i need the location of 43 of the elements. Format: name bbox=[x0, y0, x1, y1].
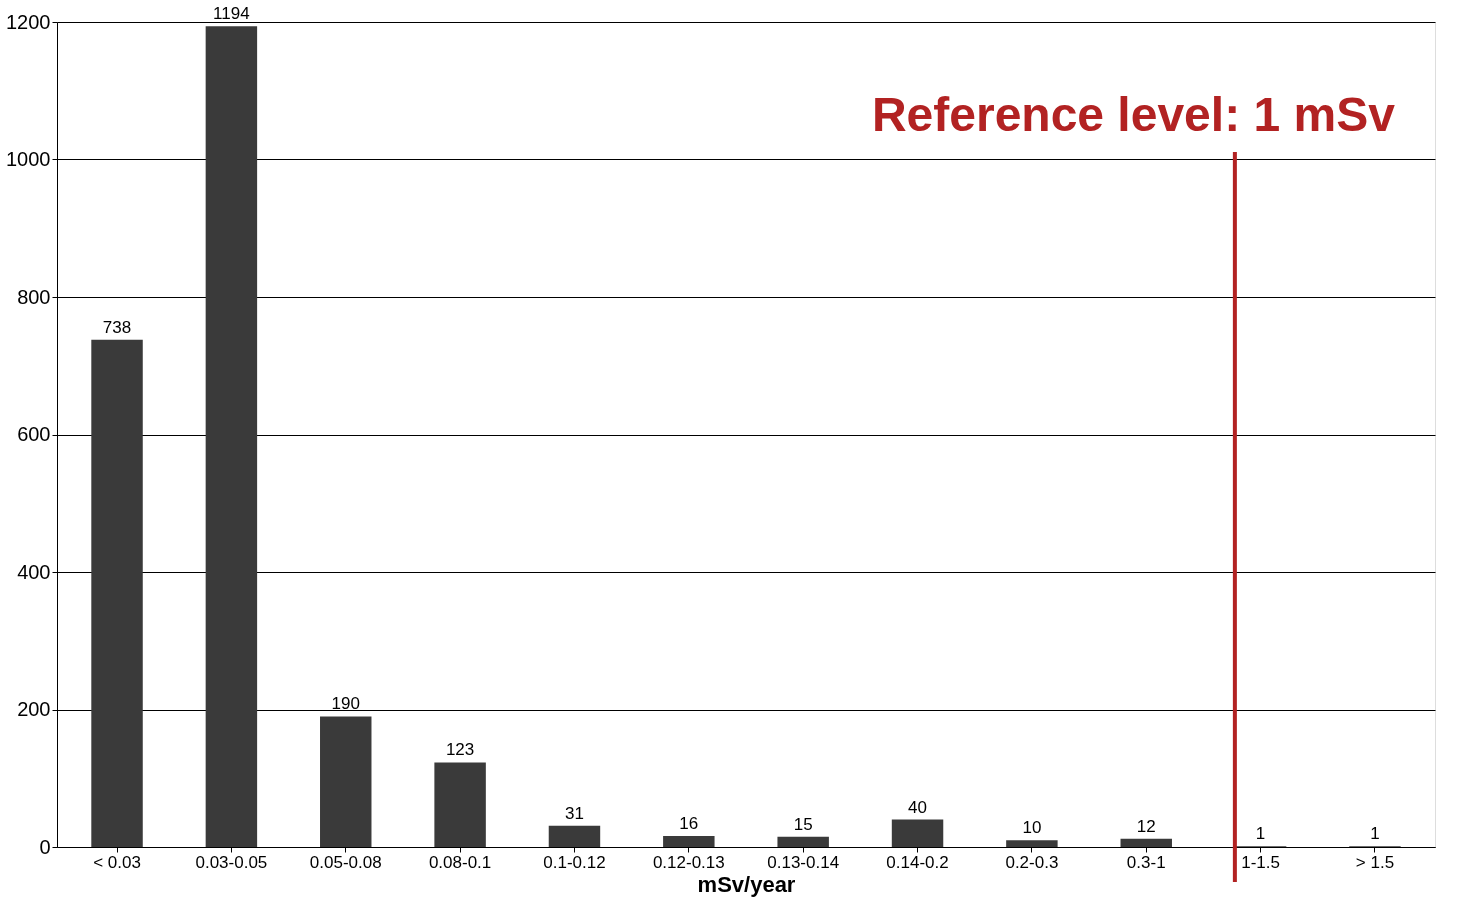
data-label: 123 bbox=[445, 740, 475, 760]
data-label: 1 bbox=[1370, 824, 1380, 844]
x-tick-label: 0.2-0.3 bbox=[1005, 852, 1059, 872]
bar bbox=[91, 339, 143, 847]
y-tick-label: 800 bbox=[17, 285, 51, 308]
x-tick-label: 0.12-0.13 bbox=[652, 852, 725, 872]
bar bbox=[663, 836, 715, 847]
data-label: 40 bbox=[908, 797, 927, 817]
y-tick-label: 0 bbox=[39, 835, 51, 858]
data-label: 738 bbox=[102, 317, 132, 337]
y-tick-label: 600 bbox=[17, 423, 51, 445]
bar bbox=[777, 836, 829, 847]
bar bbox=[1120, 838, 1172, 847]
data-label: 10 bbox=[1022, 818, 1042, 838]
x-tick-label: 0.1-0.12 bbox=[543, 852, 606, 872]
bar bbox=[891, 819, 944, 847]
y-tick-label: 1200 bbox=[6, 10, 51, 33]
ref-line-label: Reference level: 1 mSv bbox=[871, 88, 1396, 141]
bar bbox=[1006, 840, 1058, 847]
bar bbox=[434, 762, 486, 847]
data-label: 15 bbox=[793, 814, 813, 834]
data-label: 12 bbox=[1136, 816, 1156, 836]
x-tick-label: 0.3-1 bbox=[1126, 852, 1166, 872]
x-tick-label: 0.03-0.05 bbox=[195, 852, 268, 872]
x-tick-label: 0.08-0.1 bbox=[428, 852, 492, 872]
x-tick-label: > 1.5 bbox=[1355, 852, 1395, 872]
x-axis-title: mSv/year bbox=[697, 871, 796, 897]
bar bbox=[205, 26, 258, 847]
x-tick-label: 0.14-0.2 bbox=[886, 852, 949, 872]
x-tick-label: < 0.03 bbox=[93, 852, 141, 872]
x-tick-label: 0.13-0.14 bbox=[767, 852, 840, 872]
x-tick-label: 0.05-0.08 bbox=[309, 852, 382, 872]
y-tick-label: 200 bbox=[17, 698, 51, 720]
y-tick-label: 1000 bbox=[6, 148, 51, 170]
data-label: 190 bbox=[331, 694, 360, 714]
bar bbox=[320, 716, 372, 847]
data-label: 31 bbox=[565, 803, 584, 823]
y-tick-label: 400 bbox=[17, 560, 51, 583]
data-label: 1 bbox=[1255, 824, 1266, 844]
data-label: 1194 bbox=[213, 4, 250, 24]
x-tick-label: 1-1.5 bbox=[1241, 852, 1280, 872]
data-label: 16 bbox=[679, 814, 699, 833]
bar bbox=[548, 825, 601, 847]
